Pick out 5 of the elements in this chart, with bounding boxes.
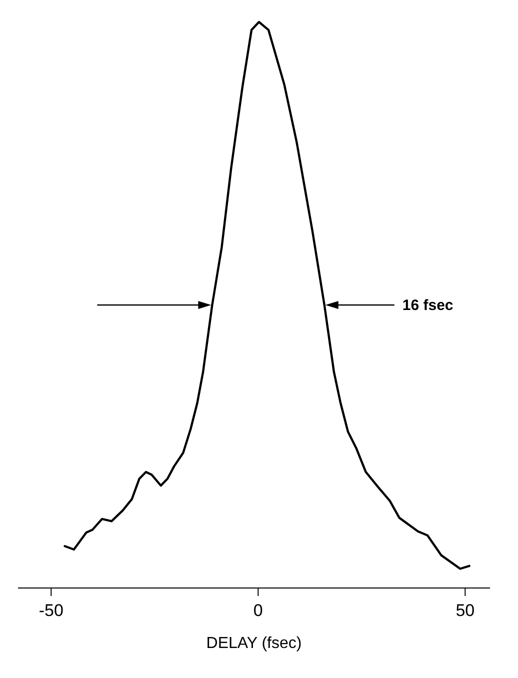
annotation: 16 fsec — [402, 297, 454, 314]
x-axis-title: DELAY (fsec) — [206, 635, 302, 652]
x-tick-label: -50 — [38, 601, 64, 620]
x-tick-label: 50 — [456, 601, 475, 620]
x-tick-label: 0 — [253, 601, 263, 620]
